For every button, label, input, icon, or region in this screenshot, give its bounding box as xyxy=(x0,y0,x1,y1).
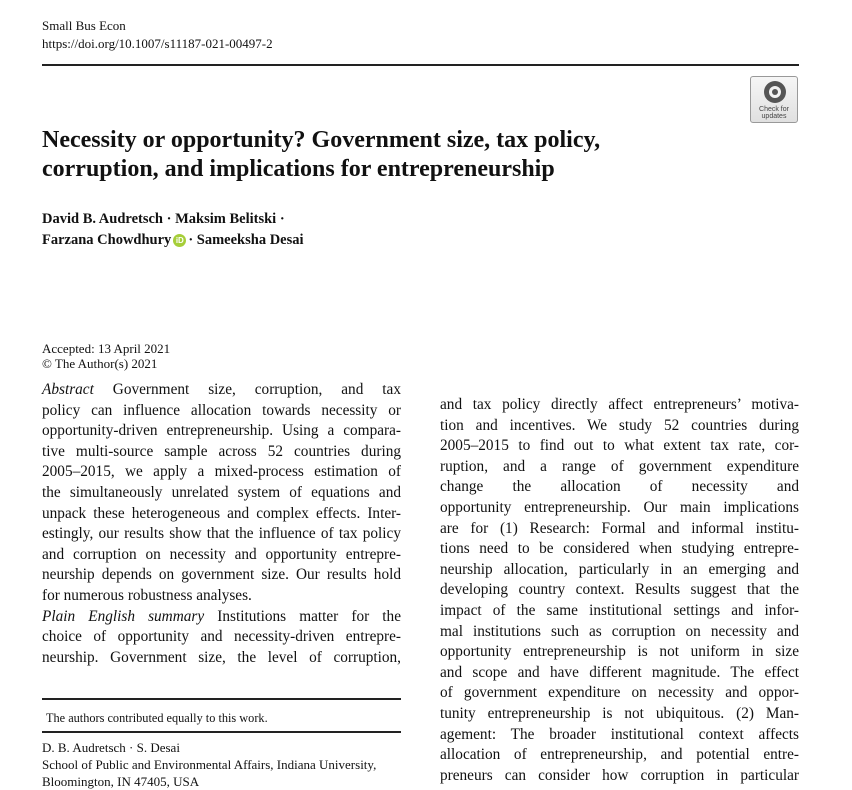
left-column: Abstract Government size, corruption, an… xyxy=(42,380,401,668)
summary-line: impact of the same institutional setting… xyxy=(440,601,799,619)
abstract-line: unpack these heterogeneous and complex e… xyxy=(42,504,401,522)
affiliation-line: Bloomington, IN 47405, USA xyxy=(42,774,200,789)
orcid-icon[interactable]: iD xyxy=(173,234,187,247)
abstract-line: estingly, our results show that the infl… xyxy=(42,525,401,543)
summary-line: of government expenditure on necessity a… xyxy=(440,684,799,702)
author-separator: · xyxy=(188,232,194,248)
summary-first-line: Plain English summary Institutions matte… xyxy=(42,607,401,625)
affiliation-authors: D. B. Audretsch · S. Desai xyxy=(42,740,180,755)
author-line-1: David B. Audretsch · Maksim Belitski · xyxy=(42,211,285,228)
author-separator: · xyxy=(279,211,285,227)
journal-name: Small Bus Econ xyxy=(42,18,126,33)
abstract-line: for numerous robustness analyses. xyxy=(42,586,252,604)
abstract-line: neurship depends on government size. Our… xyxy=(42,566,401,584)
abstract-first-line: Abstract Government size, corruption, an… xyxy=(42,381,401,398)
author-name[interactable]: David B. Audretsch xyxy=(42,211,163,227)
title-line-2: corruption, and implications for entrepr… xyxy=(42,156,555,182)
header-rule xyxy=(42,64,799,66)
right-column: and tax policy directly affect entrepren… xyxy=(440,395,799,786)
summary-label: Plain English summary xyxy=(42,607,205,625)
affiliation-line: School of Public and Environmental Affai… xyxy=(42,757,377,772)
abstract-line: opportunity-driven entrepreneurship. Usi… xyxy=(42,422,401,440)
footnote: The authors contributed equally to this … xyxy=(46,711,268,725)
summary-line: preneurs can consider how corruption in … xyxy=(440,766,799,784)
summary-line: tion and incentives. We study 52 countri… xyxy=(440,416,799,434)
abstract-line: tive multi-source sample across 52 count… xyxy=(42,442,401,460)
footnote-rule xyxy=(42,731,401,733)
summary-line: ruption, and a range of government expen… xyxy=(440,457,799,475)
summary-line: and tax policy directly affect entrepren… xyxy=(440,396,799,413)
abstract-line: 2005–2015, we apply a mixed-process esti… xyxy=(42,463,401,481)
abstract-line: policy can influence allocation towards … xyxy=(42,401,401,419)
summary-line: tions need to be considered when studyin… xyxy=(440,540,799,558)
accepted-date: Accepted: 13 April 2021 xyxy=(42,341,171,356)
summary-line: neurship. Government size, the level of … xyxy=(42,648,401,666)
summary-line: neurship allocation, particularly in an … xyxy=(440,560,799,578)
footnote-rule xyxy=(42,698,401,700)
summary-line: are for (1) Research: Formal and informa… xyxy=(440,519,799,537)
article-title: Necessity or opportunity? Government siz… xyxy=(42,126,762,184)
check-for-updates-badge[interactable]: Check for updates xyxy=(750,76,798,123)
summary-line: 2005–2015 to find out to what extent tax… xyxy=(440,437,799,455)
summary-line: change the allocation of necessity and xyxy=(440,478,799,496)
crossmark-icon xyxy=(764,81,786,103)
summary-line: agement: The broader institutional conte… xyxy=(440,725,799,743)
doi-link[interactable]: https://doi.org/10.1007/s11187-021-00497… xyxy=(42,36,273,51)
summary-line: allocation of entrepreneurship, and pote… xyxy=(440,746,799,764)
abstract-line: the simultaneously unrelated system of e… xyxy=(42,483,401,501)
summary-line: opportunity entrepreneurship is not unif… xyxy=(440,643,799,661)
summary-line: developing country context. Results sugg… xyxy=(440,581,799,599)
abstract-label: Abstract xyxy=(42,381,94,398)
badge-text: Check for updates xyxy=(759,106,789,120)
summary-line: choice of opportunity and necessity-driv… xyxy=(42,628,401,646)
author-line-2: Farzana Chowdhury iD · Sameeksha Desai xyxy=(42,232,304,249)
summary-line: mal institutions such as corruption on n… xyxy=(440,622,799,640)
author-name[interactable]: Maksim Belitski xyxy=(175,211,277,227)
summary-line: tunity entrepreneurship is not ubiquitou… xyxy=(440,704,799,722)
title-line-1: Necessity or opportunity? Government siz… xyxy=(42,127,601,153)
summary-line: and scope and have different magnitude. … xyxy=(440,663,799,681)
author-separator: · xyxy=(166,211,172,227)
abstract-line: and corruption on necessity and opportun… xyxy=(42,545,401,563)
author-name[interactable]: Sameeksha Desai xyxy=(196,232,304,248)
copyright-notice: © The Author(s) 2021 xyxy=(42,356,158,371)
author-name[interactable]: Farzana Chowdhury xyxy=(42,232,172,248)
summary-line: opportunity entrepreneurship. Our main i… xyxy=(440,498,799,516)
